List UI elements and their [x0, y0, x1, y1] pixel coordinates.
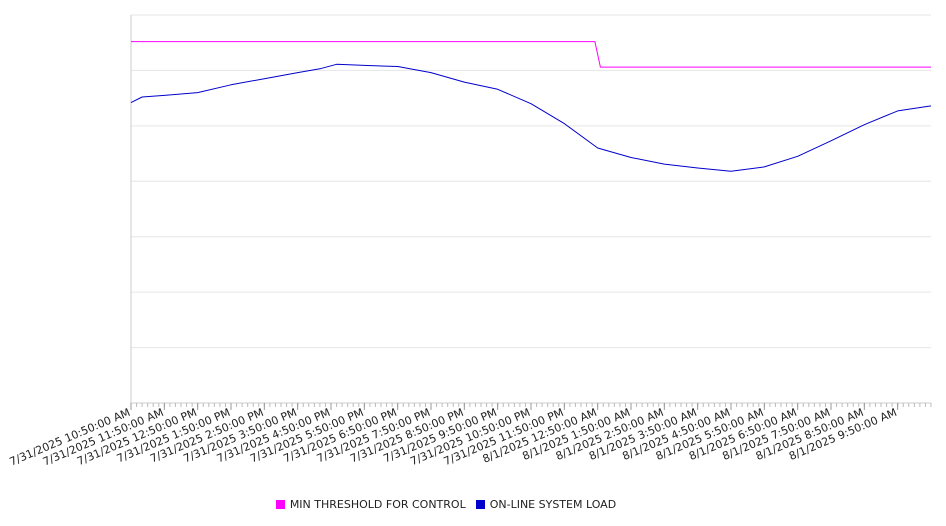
axes — [130, 15, 931, 404]
legend-swatch-system-load — [475, 500, 485, 509]
legend-swatch-threshold — [275, 500, 285, 509]
legend-item-threshold[interactable]: MIN THRESHOLD FOR CONTROL — [275, 498, 466, 511]
x-tick-labels: 7/31/2025 10:50:00 AM7/31/2025 11:50:00 … — [8, 403, 899, 468]
legend: MIN THRESHOLD FOR CONTROL ON-LINE SYSTEM… — [0, 498, 892, 511]
series-lines — [130, 41, 932, 172]
legend-label-threshold: MIN THRESHOLD FOR CONTROL — [289, 498, 466, 511]
legend-item-system-load[interactable]: ON-LINE SYSTEM LOAD — [475, 498, 617, 511]
legend-label-system-load: ON-LINE SYSTEM LOAD — [489, 498, 617, 511]
grid-lines — [131, 14, 931, 349]
system-load-series-line — [130, 63, 932, 172]
threshold-series-line — [131, 41, 931, 68]
